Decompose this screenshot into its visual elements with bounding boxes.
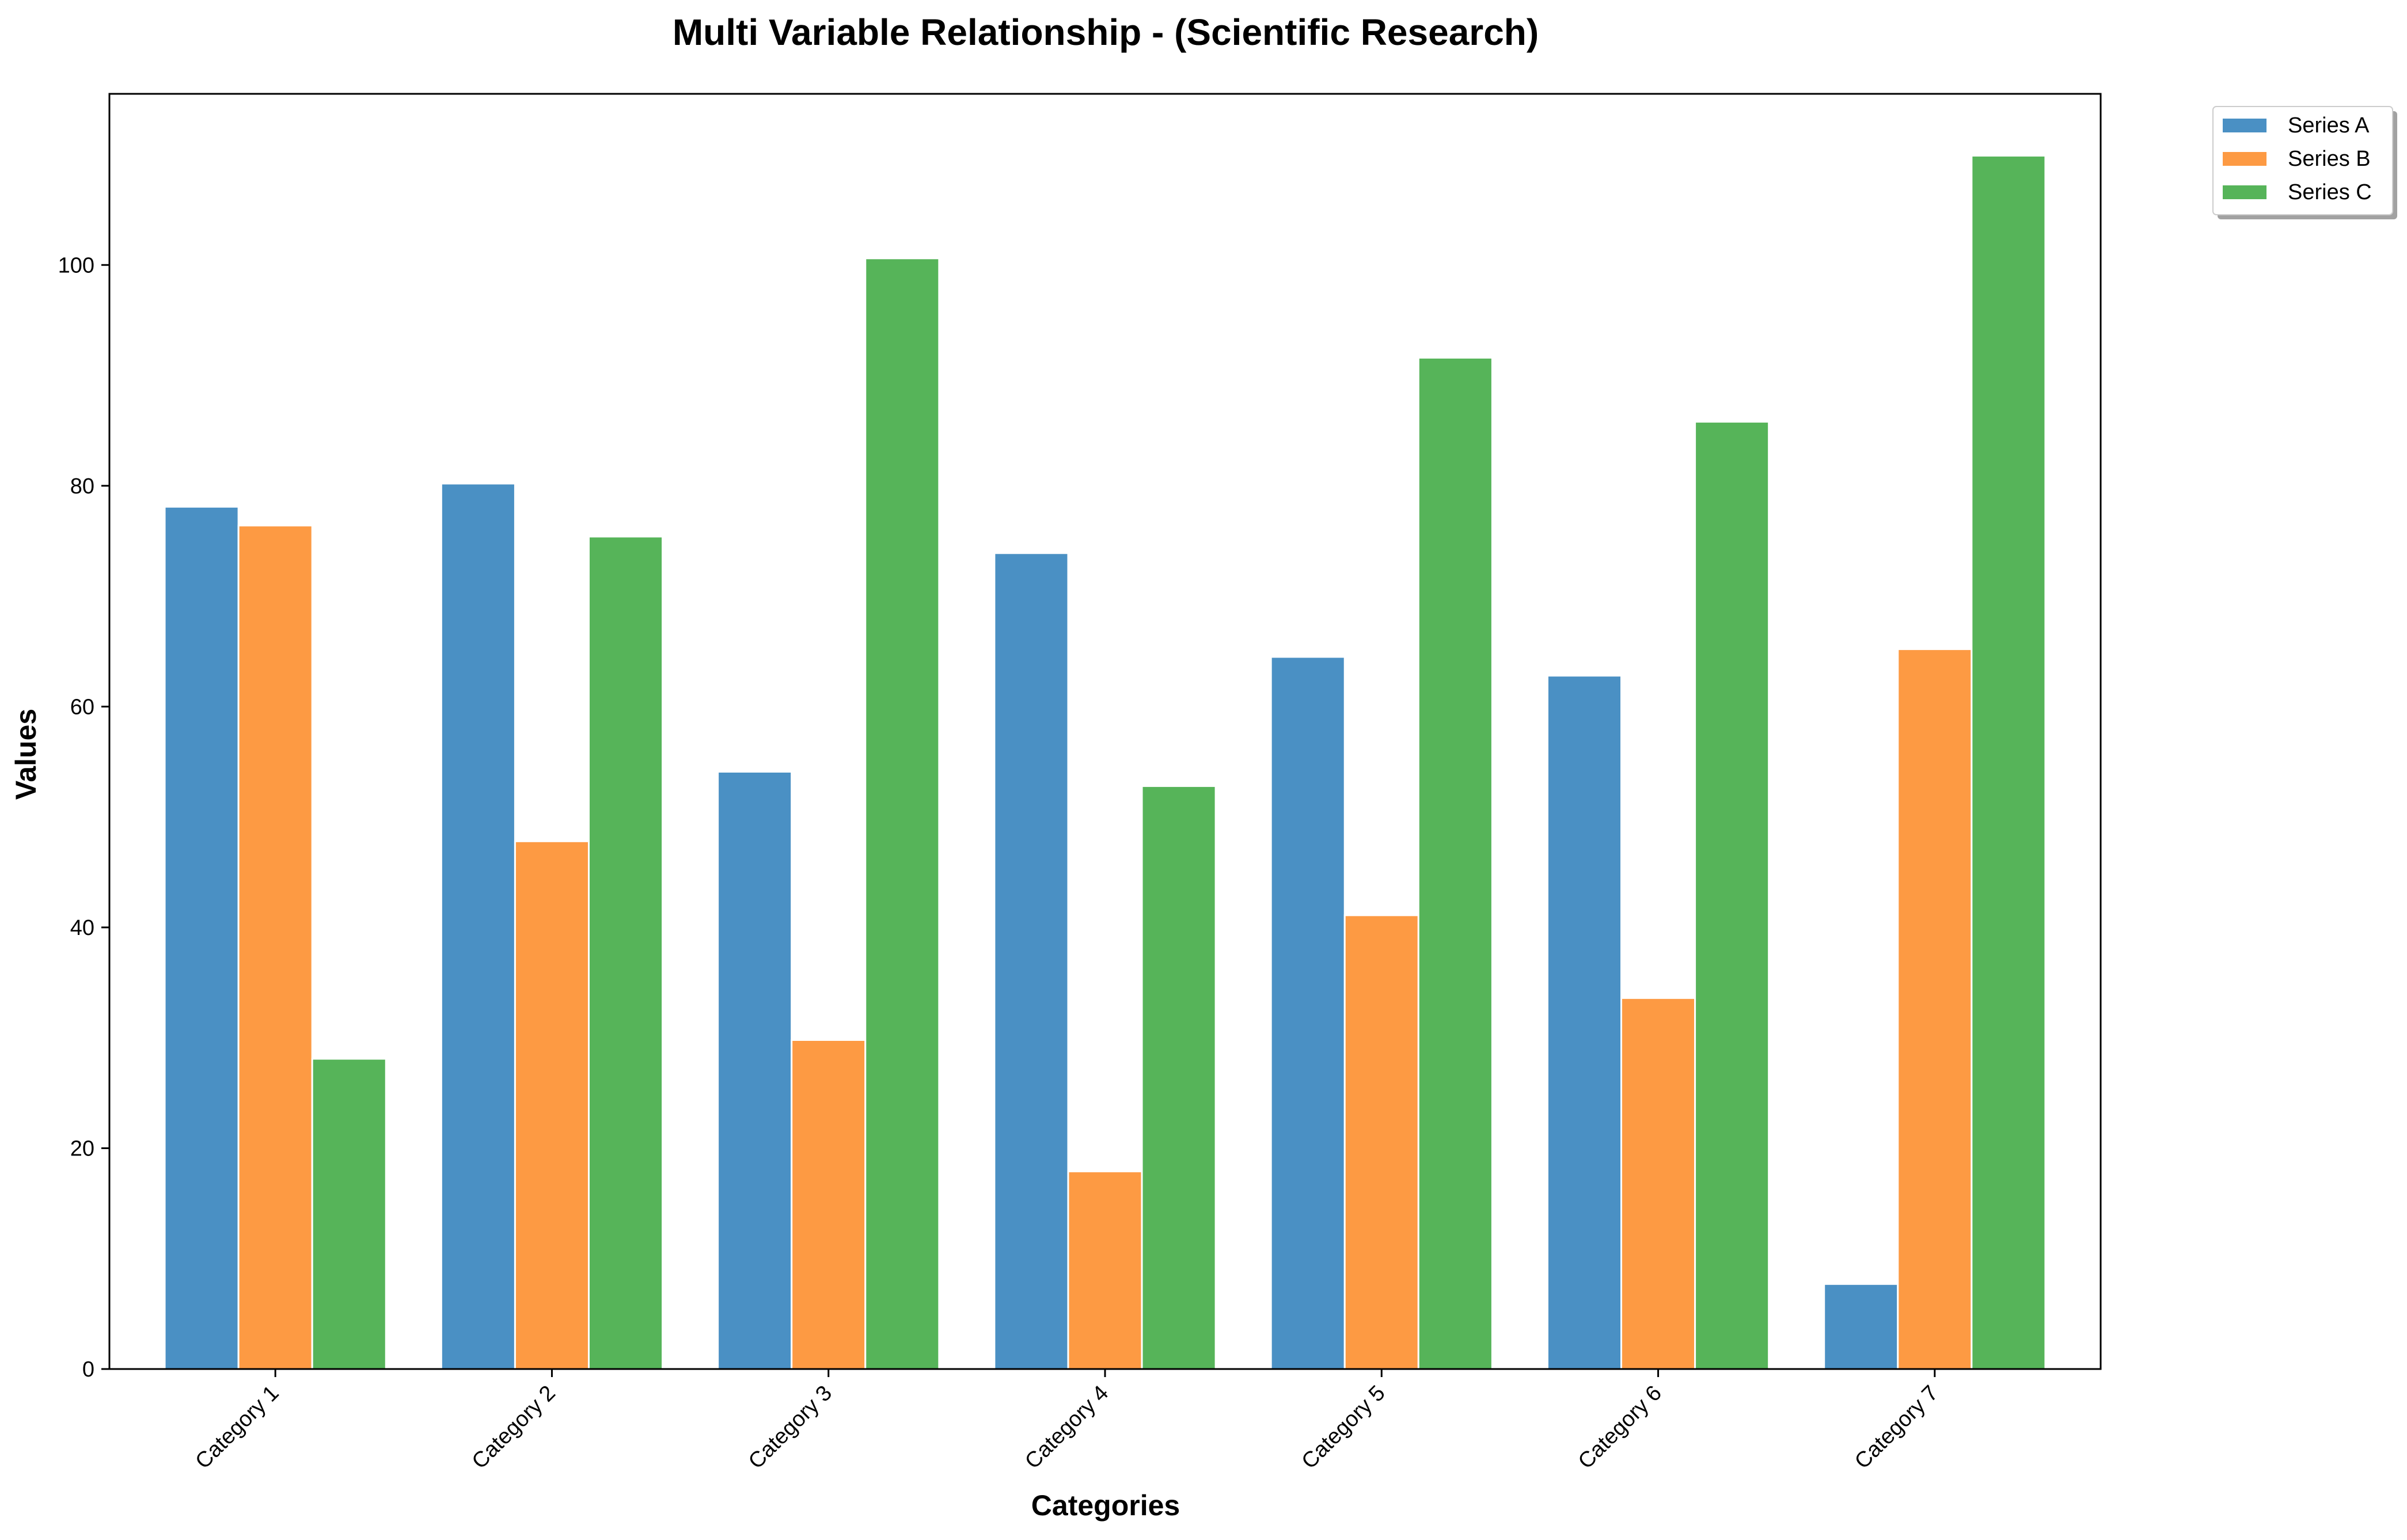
bar — [1343, 914, 1419, 1370]
x-tick-label: Category 6 — [1574, 1381, 1666, 1474]
legend-label: Series C — [2288, 180, 2372, 204]
bar — [864, 257, 940, 1370]
y-tick-label: 0 — [82, 1358, 94, 1382]
legend-swatch — [2222, 117, 2268, 134]
bar — [587, 535, 664, 1370]
legend-swatch — [2222, 151, 2268, 167]
y-axis-title: Values — [10, 709, 42, 800]
bar — [237, 524, 313, 1370]
legend: Series A Series B Series C — [2212, 106, 2397, 219]
bar — [1546, 675, 1623, 1370]
bar — [311, 1058, 387, 1370]
bar — [1417, 356, 1493, 1370]
y-tick-label: 40 — [70, 916, 94, 940]
y-tick-label: 60 — [70, 695, 94, 719]
bar — [1694, 421, 1770, 1370]
x-tick-label: Category 7 — [1850, 1381, 1943, 1474]
bar — [717, 770, 793, 1370]
bar — [440, 482, 516, 1370]
x-tick-label: Category 5 — [1297, 1381, 1389, 1474]
x-tick-label: Category 3 — [744, 1381, 837, 1474]
bar — [1067, 1170, 1143, 1370]
bar — [1823, 1283, 1899, 1370]
legend-label: Series B — [2288, 147, 2371, 171]
y-tick-label: 80 — [70, 474, 94, 499]
bar — [1897, 648, 1973, 1370]
x-tick-label: Category 2 — [468, 1381, 560, 1474]
y-axis: 0 20 40 60 80 100 — [58, 253, 109, 1382]
x-tick-label: Category 1 — [191, 1381, 283, 1474]
y-tick-label: 20 — [70, 1136, 94, 1161]
bar — [1620, 997, 1696, 1370]
bar — [514, 840, 590, 1370]
bars-layer — [164, 154, 2047, 1370]
bar — [1971, 154, 2047, 1370]
x-axis-title: Categories — [1031, 1489, 1180, 1522]
x-tick-label: Category 4 — [1020, 1381, 1113, 1474]
legend-swatch — [2222, 184, 2268, 200]
y-tick-label: 100 — [58, 253, 94, 277]
chart-title: Multi Variable Relationship - (Scientifi… — [673, 12, 1539, 53]
bar — [164, 505, 240, 1370]
bar — [1270, 656, 1346, 1370]
bar — [993, 552, 1069, 1370]
x-axis: Category 1 Category 2 Category 3 Category 4… — [191, 1369, 1943, 1474]
legend-label: Series A — [2288, 113, 2370, 138]
bar — [791, 1039, 867, 1370]
bar — [1141, 785, 1217, 1370]
